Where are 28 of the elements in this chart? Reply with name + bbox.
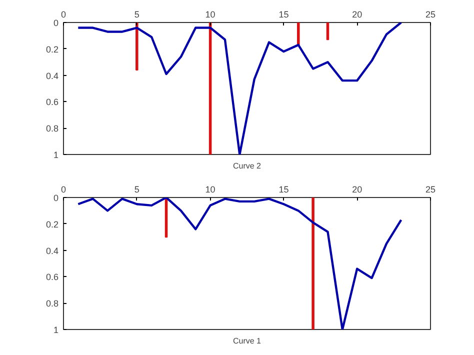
y-tick-label: 0 — [53, 18, 59, 28]
y-tick-label: 0.6 — [46, 272, 59, 282]
x-tick-label: 25 — [425, 10, 436, 20]
x-tick-label: 15 — [278, 10, 289, 20]
x-tick-label: 0 — [60, 184, 66, 194]
y-tick-label: 0.6 — [46, 97, 59, 108]
y-tick-label: 0.8 — [46, 124, 59, 134]
x-tick-label: 5 — [134, 10, 140, 20]
x-tick-label: 5 — [134, 184, 140, 194]
y-tick-label: 1 — [53, 150, 59, 160]
x-tick-label: 0 — [60, 10, 66, 20]
x-tick-label: 10 — [205, 10, 216, 20]
x-tick-label: 20 — [352, 10, 362, 20]
line-series — [77, 198, 402, 330]
y-tick-label: 0.4 — [46, 70, 59, 81]
y-tick-label: 0.4 — [46, 246, 59, 256]
y-tick-label: 0.8 — [46, 298, 59, 309]
x-tick-label: 15 — [278, 184, 289, 194]
y-tick-label: 0.2 — [46, 219, 59, 230]
y-tick-label: 0.2 — [46, 44, 59, 54]
y-tick-label: 1 — [53, 325, 59, 335]
x-tick-label: 20 — [352, 184, 362, 194]
x-tick-label: 10 — [205, 184, 216, 194]
line-series — [77, 22, 402, 154]
x-tick-label: 25 — [425, 184, 436, 194]
x-axis-title: Curve 2 — [232, 162, 262, 170]
x-axis-title: Curve 1 — [232, 336, 262, 346]
y-tick-label: 0 — [53, 193, 59, 203]
